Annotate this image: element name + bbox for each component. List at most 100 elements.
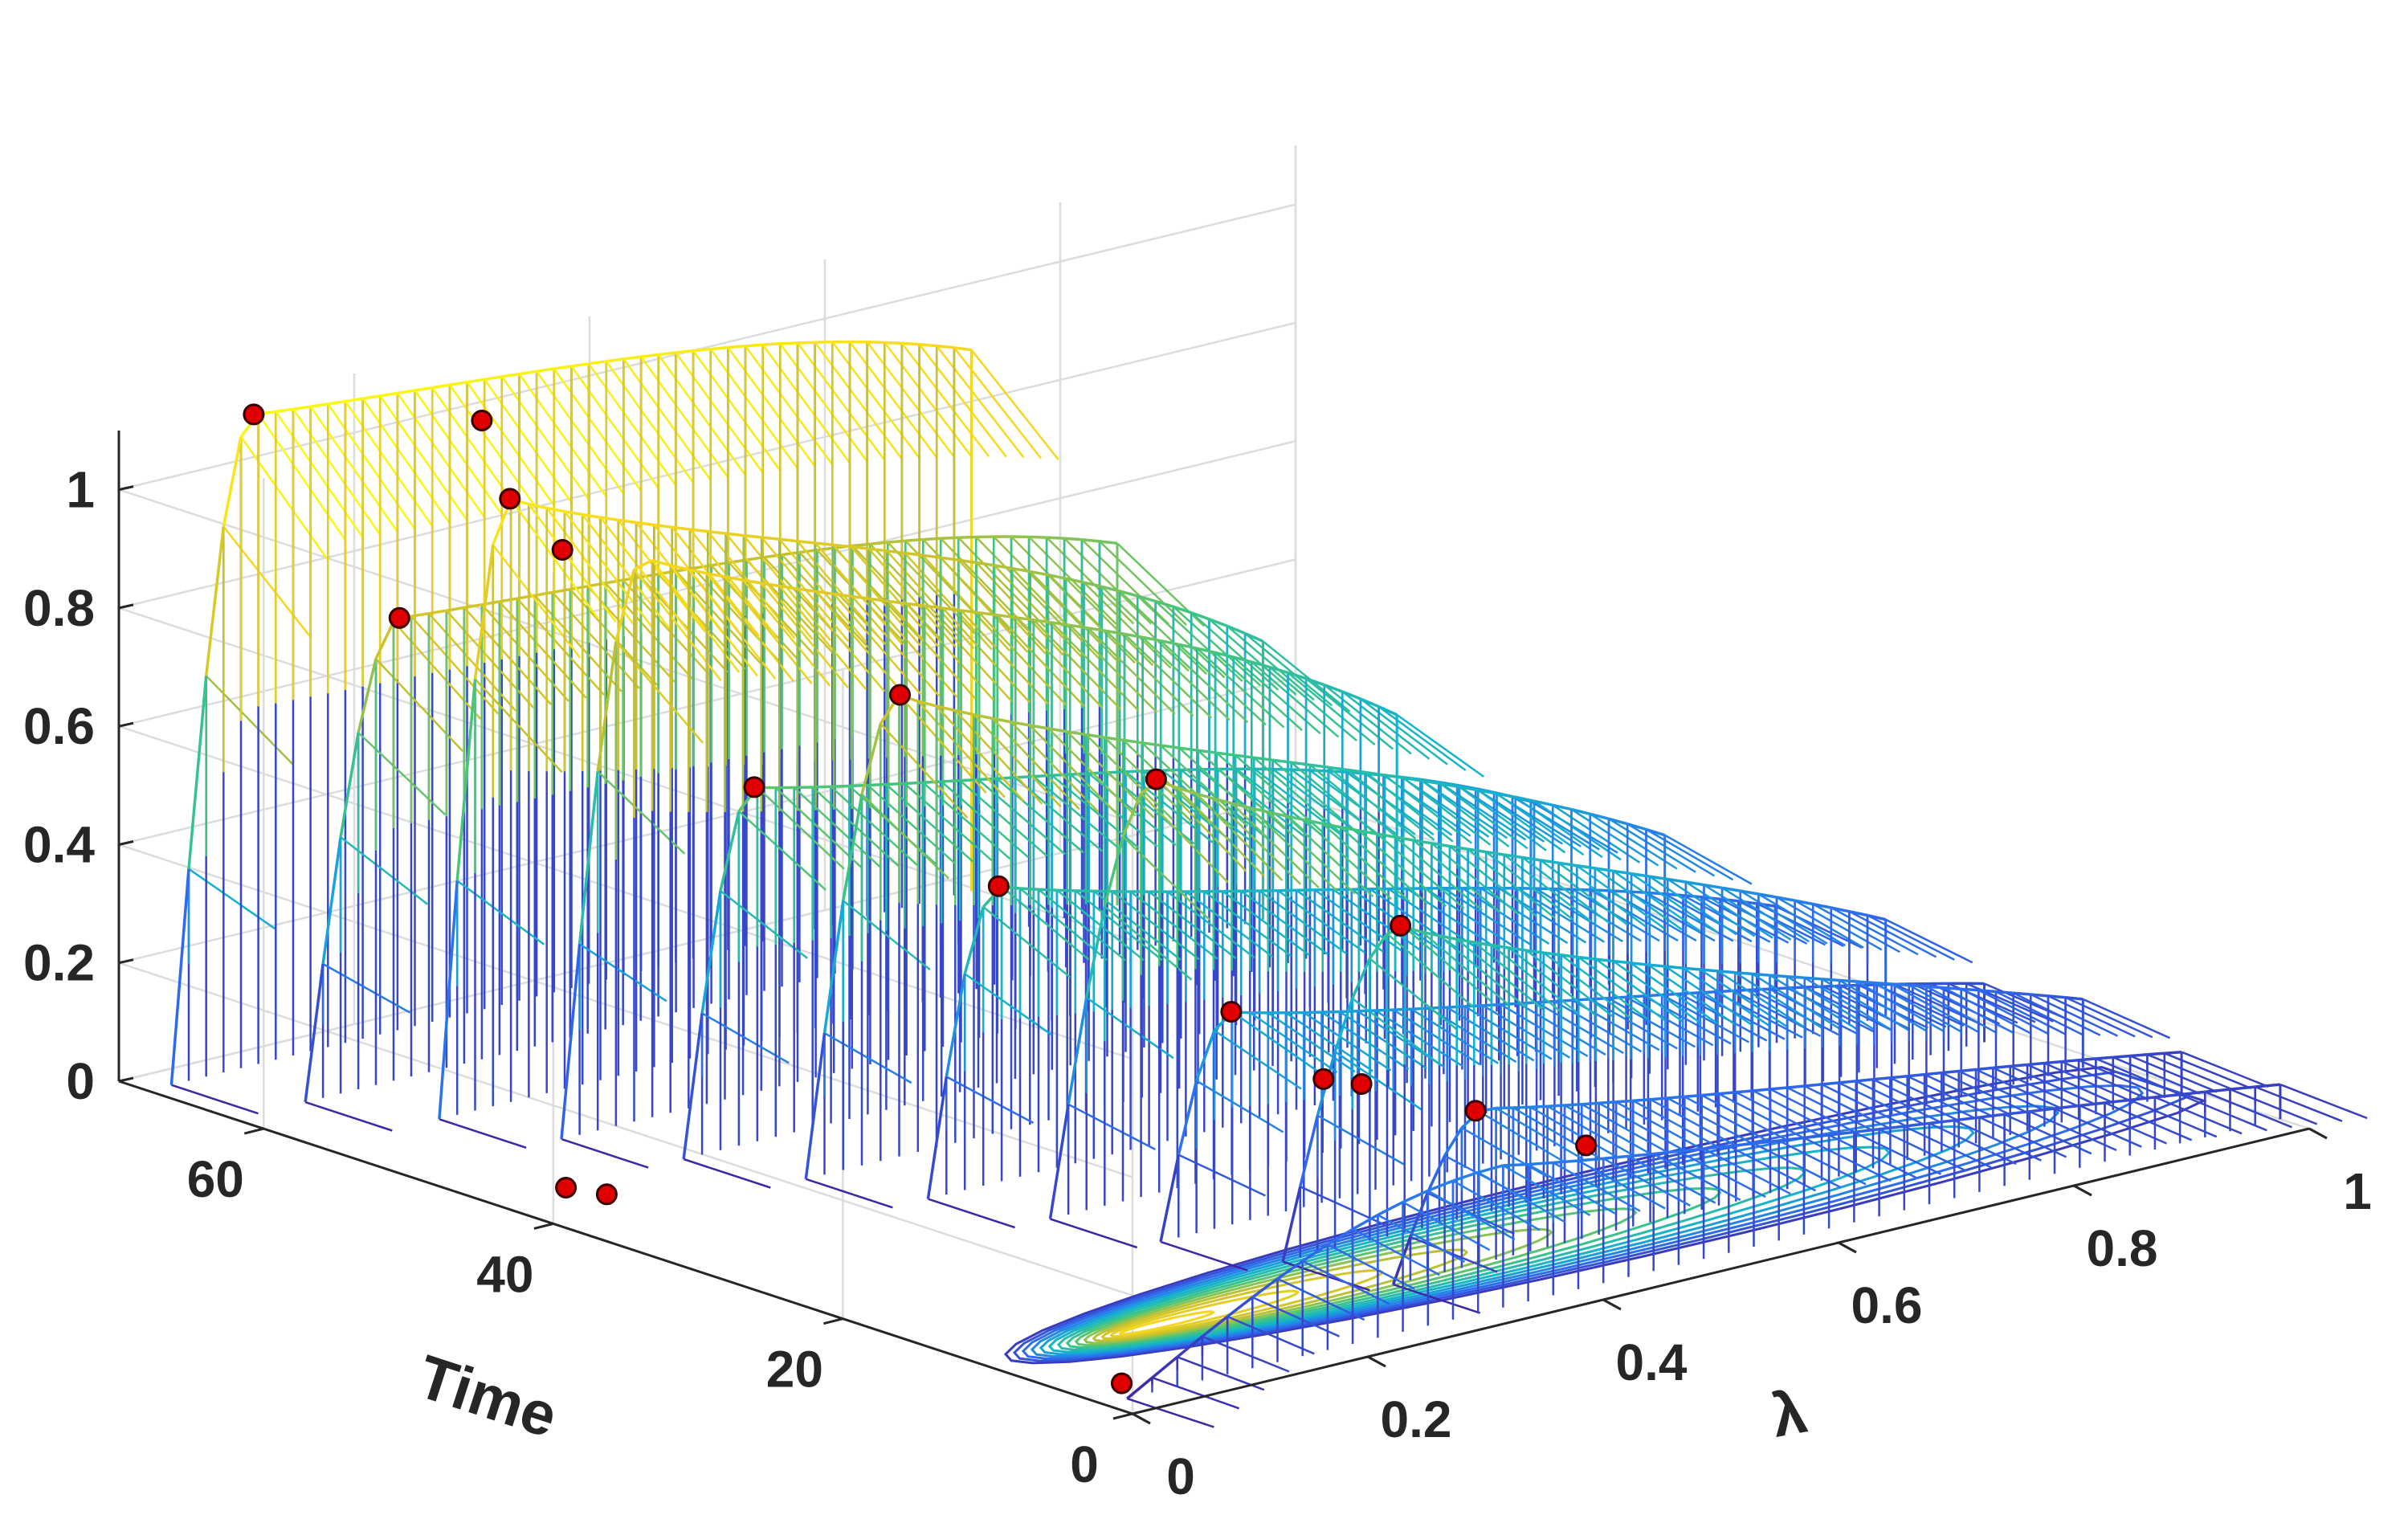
data-marker bbox=[891, 685, 910, 704]
ridge-crest bbox=[2048, 996, 2066, 998]
z-tick-mark bbox=[119, 487, 133, 490]
ridge-crest bbox=[1161, 1155, 1178, 1242]
ridge-crest bbox=[2205, 1089, 2230, 1092]
mesh-ridge-link bbox=[659, 355, 745, 476]
mesh-ridge-link bbox=[815, 342, 902, 459]
ridge-crest bbox=[1631, 963, 1648, 965]
mesh-ridge-link bbox=[1831, 908, 1918, 954]
mesh-ridge-link bbox=[345, 402, 432, 526]
mesh-ridge-link bbox=[1197, 1081, 1284, 1133]
ridge-crest bbox=[1929, 1121, 1954, 1124]
ridge-crest bbox=[2130, 1097, 2155, 1100]
ridge-crest bbox=[1770, 1088, 1787, 1089]
x-axis-label: λ bbox=[1766, 1378, 1811, 1451]
ridge-crest bbox=[2066, 998, 2084, 999]
data-marker bbox=[1314, 1069, 1333, 1088]
ridge-crest bbox=[1633, 1100, 1650, 1101]
ridge-crest bbox=[1839, 1081, 1855, 1083]
ridge-crest bbox=[904, 782, 923, 783]
mesh-ridge-link bbox=[561, 1139, 648, 1168]
ridge-crest bbox=[206, 527, 224, 676]
ridge-crest bbox=[450, 382, 467, 385]
mesh-ridge-link bbox=[259, 414, 345, 540]
x-tick-label: 0.2 bbox=[1381, 1390, 1452, 1448]
ridge-crest bbox=[1353, 958, 1370, 998]
ridge-crest bbox=[675, 351, 693, 353]
mesh-ridge-link bbox=[1268, 1013, 1355, 1072]
ridge-crest bbox=[798, 541, 815, 543]
x-tick-mark bbox=[1368, 1357, 1386, 1366]
data-marker bbox=[472, 411, 492, 431]
data-marker bbox=[1352, 1075, 1371, 1094]
data-marker bbox=[745, 778, 764, 797]
ridge-crest bbox=[341, 733, 358, 837]
ridge-crest bbox=[815, 342, 833, 343]
ridge-crest bbox=[1100, 541, 1117, 544]
mesh-ridge-link bbox=[2147, 1055, 2234, 1090]
ridge-crest bbox=[1153, 1357, 1177, 1378]
ridge-crest bbox=[1614, 962, 1631, 963]
y-tick-label: 60 bbox=[187, 1150, 244, 1208]
ridge-crest bbox=[1020, 888, 1039, 889]
x-tick-label: 0.4 bbox=[1616, 1333, 1688, 1391]
mesh-ridge-link bbox=[572, 366, 659, 488]
y-tick-label: 0 bbox=[1070, 1435, 1099, 1493]
ridge-crest bbox=[589, 361, 606, 364]
data-marker bbox=[597, 1185, 616, 1204]
x-tick-label: 0.8 bbox=[2087, 1219, 2158, 1277]
mesh-ridge-link bbox=[328, 404, 414, 529]
ridge-crest bbox=[223, 437, 241, 527]
mesh-ridge-link bbox=[450, 385, 537, 508]
ridge-crest bbox=[884, 342, 902, 343]
ridge-crest bbox=[1874, 983, 1892, 985]
ridge-crest bbox=[1616, 1100, 1633, 1102]
ridge-crest bbox=[1651, 1098, 1667, 1100]
ridge-crest bbox=[1702, 1094, 1719, 1096]
ridge-crest bbox=[1591, 890, 1610, 891]
ridge-crest bbox=[484, 377, 502, 379]
data-marker bbox=[390, 608, 409, 627]
mesh-ridge-link bbox=[1161, 1242, 1247, 1271]
ridge-crest bbox=[659, 353, 676, 355]
ridge-crest bbox=[1718, 971, 1736, 973]
mesh-ridge-link bbox=[305, 1102, 392, 1131]
ridge-crest bbox=[2147, 1053, 2164, 1055]
ridge-crest bbox=[693, 349, 711, 351]
mesh-ridge-link bbox=[1202, 1337, 1289, 1372]
mesh-ridge-link bbox=[834, 594, 920, 694]
ridge-crest bbox=[398, 390, 415, 393]
ridge-crest bbox=[937, 346, 954, 348]
ridge-crest bbox=[275, 409, 293, 411]
ridge-crest bbox=[2096, 1057, 2112, 1059]
ridge-crest bbox=[189, 676, 206, 868]
data-marker bbox=[1146, 770, 1165, 789]
ridge-crest bbox=[1582, 1103, 1598, 1104]
ridge-crest bbox=[311, 404, 329, 406]
ridge-crest bbox=[1377, 1203, 1402, 1215]
y-tick-mark bbox=[1113, 1414, 1133, 1419]
ridge-crest bbox=[323, 837, 341, 964]
ridge-crest bbox=[905, 540, 923, 541]
ridge-crest bbox=[2079, 1059, 2096, 1060]
ridge-crest bbox=[1959, 1070, 1976, 1072]
ridge-crest bbox=[815, 543, 833, 545]
mesh-ridge-link bbox=[1647, 830, 1733, 880]
ridge-crest bbox=[1822, 979, 1840, 981]
ridge-crest bbox=[2010, 1065, 2027, 1067]
ridge-crest bbox=[2014, 993, 2031, 994]
ridge-crest bbox=[888, 541, 905, 542]
y-tick-mark bbox=[244, 1129, 263, 1133]
ridge-crest bbox=[1831, 908, 1850, 912]
ridge-crest bbox=[554, 366, 572, 369]
mesh-ridge-link bbox=[976, 537, 1063, 627]
ridge-crest bbox=[380, 393, 398, 395]
ridge-crest bbox=[1926, 986, 1944, 988]
ridge-crest bbox=[2062, 1060, 2079, 1062]
ridge-crest bbox=[1770, 975, 1788, 977]
ridge-crest bbox=[1039, 889, 1057, 890]
ridge-crest bbox=[2255, 1084, 2280, 1087]
mesh-ridge-link bbox=[502, 377, 589, 500]
mesh-ridge-link bbox=[363, 398, 450, 523]
ridge-crest bbox=[869, 549, 887, 551]
